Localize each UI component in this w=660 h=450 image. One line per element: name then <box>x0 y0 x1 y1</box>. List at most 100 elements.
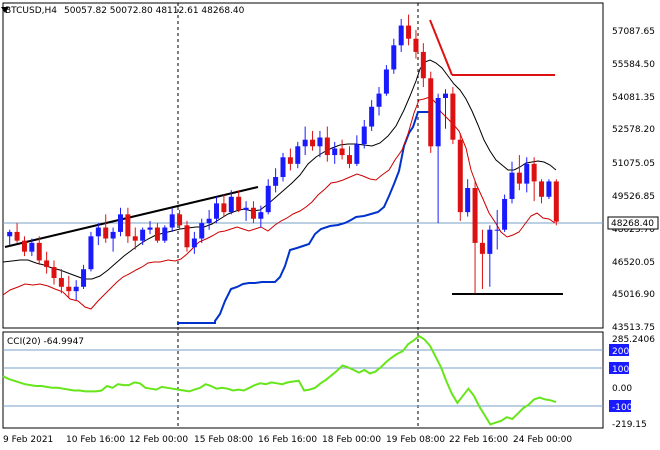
price-tick: 46520.05 <box>612 258 655 268</box>
candle-body <box>66 286 72 292</box>
time-label: 9 Feb 2021 <box>3 435 53 445</box>
ma-slow-line <box>2 59 557 280</box>
candle-body <box>258 212 264 219</box>
candle-body <box>516 172 522 184</box>
candle-body <box>73 286 79 292</box>
candle-body <box>502 198 508 230</box>
candle-body <box>376 93 382 107</box>
trendline-ascending[interactable] <box>4 186 259 248</box>
price-panel-frame <box>2 2 604 329</box>
candle-body <box>184 225 190 248</box>
candle-body <box>369 106 375 127</box>
time-label: 12 Feb 00:00 <box>129 435 188 445</box>
candle-body <box>250 207 256 219</box>
candlestick-series <box>7 14 559 300</box>
expand-arrow-icon[interactable] <box>1 7 9 13</box>
price-tick: 55584.50 <box>612 60 655 70</box>
time-label: 15 Feb 08:00 <box>194 435 253 445</box>
candle-body <box>265 185 271 213</box>
candle-body <box>162 227 168 241</box>
candle-body <box>428 78 434 147</box>
candle-body <box>199 223 205 239</box>
candle-body <box>391 45 397 70</box>
candle-body <box>413 38 419 52</box>
current-price-label: 48268.40 <box>611 219 654 229</box>
candle-body <box>228 196 234 213</box>
price-tick: 43513.75 <box>612 323 655 333</box>
candle-body <box>302 139 308 147</box>
time-label: 22 Feb 16:00 <box>449 435 508 445</box>
candle-body <box>465 188 471 213</box>
symbol-label: BTCUSD,H4 <box>5 6 57 16</box>
candle-body <box>7 231 13 237</box>
candle-body <box>435 98 441 147</box>
time-label: 10 Feb 16:00 <box>66 435 125 445</box>
candle-body <box>110 231 116 239</box>
candle-body <box>58 278 64 287</box>
candle-body <box>553 181 559 222</box>
candle-body <box>81 269 87 287</box>
ohlc-readout: 50057.82 50072.80 48112.61 48268.40 <box>64 6 245 16</box>
candle-body <box>29 242 35 252</box>
cci-line <box>2 334 557 426</box>
candle-body <box>273 177 279 186</box>
candle-body <box>44 260 50 268</box>
candle-body <box>21 240 27 252</box>
candle-body <box>361 126 367 145</box>
cci-tick: 285.2406 <box>612 335 655 345</box>
candle-body <box>317 137 323 147</box>
time-axis: 9 Feb 2021 10 Feb 16:00 12 Feb 00:00 15 … <box>3 435 572 445</box>
candle-body <box>147 227 153 230</box>
candle-body <box>487 229 493 254</box>
candle-body <box>51 267 57 279</box>
candle-body <box>398 25 404 46</box>
price-tick: 51075.05 <box>612 159 655 169</box>
candle-body <box>169 214 175 228</box>
candle-body <box>88 236 94 270</box>
candle-body <box>177 214 183 226</box>
candle-body <box>214 203 220 219</box>
cci-level-200-tag <box>609 344 629 356</box>
time-label: 18 Feb 00:00 <box>322 435 381 445</box>
candle-body <box>287 157 293 164</box>
cci-level-100-tag <box>609 362 629 374</box>
indicator-panel-frame <box>2 331 604 429</box>
candle-body <box>310 139 316 147</box>
candle-body <box>103 227 109 239</box>
candle-body <box>295 146 301 164</box>
cci-level-minus-100-tag <box>609 400 631 412</box>
candle-body <box>479 242 485 254</box>
price-axis: 57087.65 55584.50 54081.35 52578.20 5107… <box>612 27 655 333</box>
trendline-descending[interactable] <box>429 19 453 76</box>
price-tick: 57087.65 <box>612 27 655 37</box>
candle-body <box>36 242 42 261</box>
candle-body <box>154 227 160 241</box>
candle-body <box>339 148 345 156</box>
cci-tick: 0.00 <box>612 384 632 394</box>
candle-body <box>546 181 552 197</box>
candle-body <box>406 25 412 39</box>
price-tick: 49526.85 <box>612 192 655 202</box>
cci-label: CCI(20) -64.9947 <box>7 337 84 347</box>
ma-long-line <box>177 111 433 325</box>
candle-body <box>191 238 197 248</box>
ma-fast-line <box>2 96 556 310</box>
price-tick: 45016.90 <box>612 290 655 300</box>
candle-body <box>472 188 478 243</box>
cci-tick: -219.15 <box>612 420 647 430</box>
candle-body <box>206 218 212 224</box>
candle-body <box>221 203 227 213</box>
candle-body <box>236 196 242 210</box>
candle-body <box>494 229 500 231</box>
time-label: 19 Feb 08:00 <box>386 435 445 445</box>
candle-body <box>132 236 138 241</box>
candle-body <box>531 163 537 182</box>
cci-tick: 200 <box>612 347 629 357</box>
price-tick: 54081.35 <box>612 93 655 103</box>
candle-body <box>420 51 426 79</box>
candle-body <box>117 214 123 232</box>
price-tick: 48023.70 <box>612 225 655 235</box>
candle-body <box>443 93 449 99</box>
